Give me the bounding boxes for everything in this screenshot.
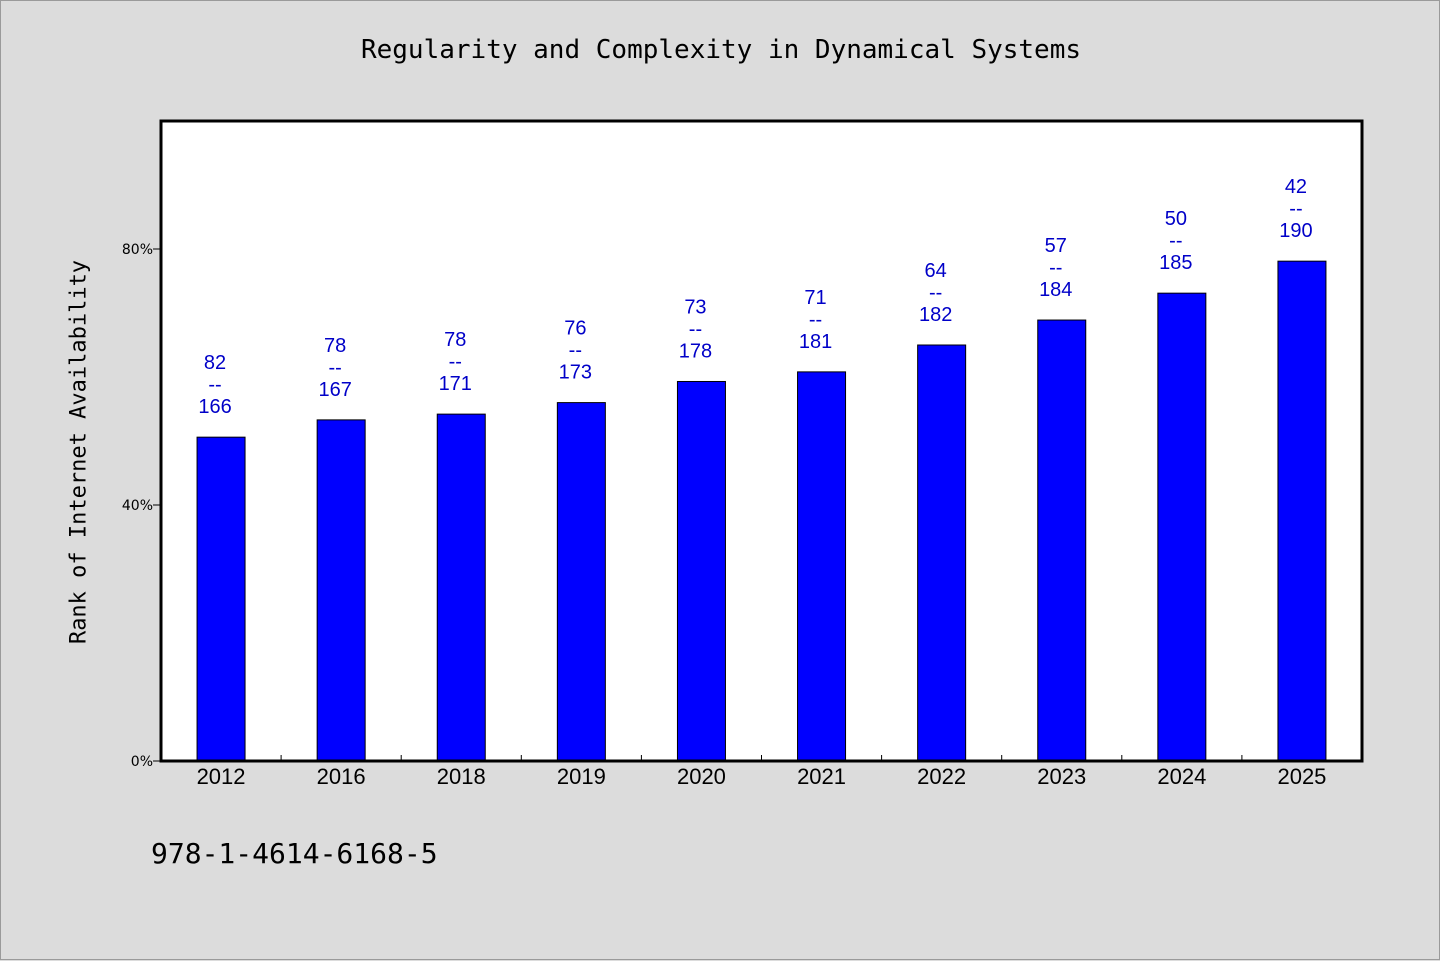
x-tick-label: 2022 <box>917 764 966 789</box>
data-label-top: 73 <box>684 296 706 318</box>
data-label-bottom: 167 <box>318 379 351 401</box>
y-tick-label: 0% <box>131 754 153 770</box>
bar <box>316 419 366 762</box>
x-tick-label: 2016 <box>317 764 366 789</box>
x-tick-label: 2018 <box>437 764 486 789</box>
data-label-separator: -- <box>929 282 942 304</box>
data-label-separator: -- <box>208 374 221 396</box>
data-label-top: 76 <box>564 318 586 340</box>
bar <box>1277 260 1327 762</box>
data-label-top: 64 <box>925 260 947 282</box>
data-label-bottom: 190 <box>1279 220 1312 242</box>
y-tick-label: 40% <box>122 498 153 514</box>
data-label-bottom: 173 <box>559 362 592 384</box>
bar <box>676 380 726 762</box>
data-label-top: 71 <box>804 287 826 309</box>
data-label-separator: -- <box>689 318 702 340</box>
x-tick-label: 2012 <box>197 764 246 789</box>
bar <box>1157 292 1207 762</box>
chart-title: Regularity and Complexity in Dynamical S… <box>360 35 1082 65</box>
data-label-top: 42 <box>1285 176 1307 198</box>
data-label-bottom: 182 <box>919 304 952 326</box>
x-tick-label: 2021 <box>797 764 846 789</box>
data-label-separator: -- <box>328 357 341 379</box>
data-label-separator: -- <box>449 351 462 373</box>
data-label-bottom: 166 <box>198 396 231 418</box>
y-tick-label: 80% <box>122 242 153 258</box>
data-label-top: 78 <box>444 329 466 351</box>
x-tick-label: 2025 <box>1277 764 1326 789</box>
bar <box>1037 319 1087 762</box>
bar <box>797 371 847 762</box>
x-tick-label: 2019 <box>557 764 606 789</box>
data-label-bottom: 184 <box>1039 279 1072 301</box>
x-tick-label: 2023 <box>1037 764 1086 789</box>
data-label-separator: -- <box>1049 257 1062 279</box>
data-label-top: 78 <box>324 335 346 357</box>
x-tick-label: 2020 <box>677 764 726 789</box>
data-label-top: 57 <box>1045 235 1067 257</box>
bar <box>917 344 967 762</box>
x-tick-label: 2024 <box>1157 764 1206 789</box>
data-label-separator: -- <box>569 340 582 362</box>
data-label-separator: -- <box>1169 230 1182 252</box>
data-label-bottom: 185 <box>1159 252 1192 274</box>
bar <box>436 413 486 762</box>
data-label-separator: -- <box>809 309 822 331</box>
data-label-top: 50 <box>1165 208 1187 230</box>
data-label-bottom: 171 <box>439 373 472 395</box>
isbn-text: 978-1-4614-6168-5 <box>151 837 438 870</box>
data-label-top: 82 <box>204 352 226 374</box>
data-label-bottom: 178 <box>679 340 712 362</box>
data-label-separator: -- <box>1289 198 1302 220</box>
bar <box>196 436 246 762</box>
data-label-bottom: 181 <box>799 331 832 353</box>
bar <box>556 402 606 762</box>
